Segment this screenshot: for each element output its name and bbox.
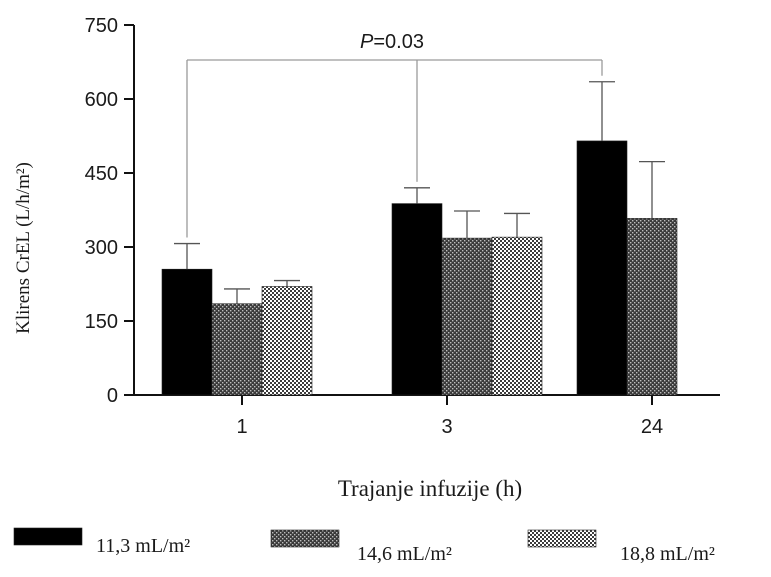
bar xyxy=(441,237,493,396)
p-value-number: =0.03 xyxy=(373,31,424,53)
x-tick-label: 24 xyxy=(641,416,663,438)
bar xyxy=(391,203,443,396)
p-value-symbol: P xyxy=(360,31,374,53)
error-bars-layer xyxy=(174,81,665,304)
x-tick-label: 3 xyxy=(441,416,452,438)
bar xyxy=(626,218,678,396)
legend-item: 14,6 mL/m² xyxy=(270,529,452,565)
y-tick-label: 0 xyxy=(107,385,118,407)
y-tick-label: 450 xyxy=(85,163,118,185)
y-axis-label: Klirens CrEL (L/h/m²) xyxy=(13,162,34,334)
y-tick-label: 600 xyxy=(85,89,118,111)
y-tick-label: 150 xyxy=(85,311,118,333)
y-tick-label: 750 xyxy=(85,15,118,37)
bar xyxy=(491,236,543,396)
legend-swatch xyxy=(527,529,597,548)
legend-swatch xyxy=(13,527,83,546)
legend-label: 11,3 mL/m² xyxy=(96,535,190,557)
legend-item: 11,3 mL/m² xyxy=(13,527,190,557)
x-axis: 1 3 24 xyxy=(134,394,720,438)
bar xyxy=(576,140,628,396)
x-axis-label: Trajanje infuzije (h) xyxy=(338,476,522,501)
legend-label: 18,8 mL/m² xyxy=(620,543,715,565)
bar xyxy=(161,268,213,396)
legend: 11,3 mL/m² 14,6 mL/m² 18,8 mL/m² xyxy=(13,527,715,565)
significance-bracket xyxy=(186,59,603,238)
legend-label: 14,6 mL/m² xyxy=(357,543,452,565)
y-tick-label: 300 xyxy=(85,237,118,259)
p-value-annotation: P=0.03 xyxy=(360,31,424,53)
bars-layer xyxy=(161,140,678,396)
y-axis: 0 150 300 450 600 750 xyxy=(85,15,135,407)
legend-swatch xyxy=(270,529,340,548)
bar xyxy=(211,303,263,396)
legend-item: 18,8 mL/m² xyxy=(527,529,715,565)
bar xyxy=(261,286,313,396)
x-tick-label: 1 xyxy=(236,416,247,438)
